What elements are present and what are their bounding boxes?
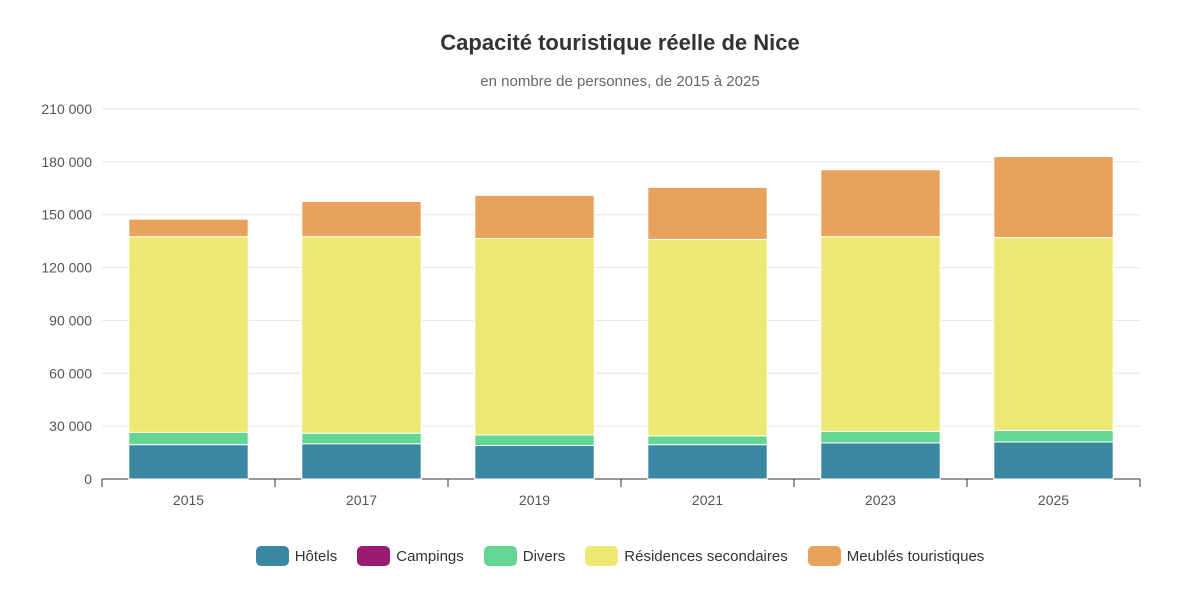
legend-item[interactable]: Résidences secondaires bbox=[585, 546, 788, 566]
bar-segment[interactable] bbox=[993, 441, 1114, 480]
x-tick-label: 2025 bbox=[1038, 492, 1069, 508]
bar-segment[interactable] bbox=[301, 201, 422, 238]
bar-segment[interactable] bbox=[647, 238, 768, 437]
legend-swatch bbox=[357, 546, 391, 566]
bar-segment[interactable] bbox=[128, 431, 249, 446]
bar-segment[interactable] bbox=[820, 169, 941, 238]
bar-segment[interactable] bbox=[474, 194, 595, 239]
x-tick-label: 2017 bbox=[346, 492, 377, 508]
y-tick-label: 180 000 bbox=[41, 154, 92, 170]
legend-item[interactable]: Hôtels bbox=[255, 546, 338, 566]
legend-item[interactable]: Divers bbox=[483, 546, 566, 566]
y-tick-label: 0 bbox=[84, 471, 92, 487]
bar-segment[interactable] bbox=[128, 218, 249, 238]
chart-legend: Hôtels Campings Divers Résidences secondair… bbox=[0, 546, 1200, 566]
legend-label: Résidences secondaires bbox=[624, 547, 788, 565]
bar-segment[interactable] bbox=[820, 236, 941, 432]
bar-segment[interactable] bbox=[301, 236, 422, 434]
bar-segment[interactable] bbox=[820, 442, 941, 480]
bar-segment[interactable] bbox=[301, 443, 422, 480]
legend-swatch bbox=[585, 546, 619, 566]
bar-segment[interactable] bbox=[993, 430, 1114, 443]
x-tick-label: 2015 bbox=[173, 492, 204, 508]
y-tick-label: 120 000 bbox=[41, 260, 92, 276]
bar-segment[interactable] bbox=[820, 430, 941, 444]
y-tick-label: 90 000 bbox=[49, 312, 92, 328]
x-tick-label: 2021 bbox=[692, 492, 723, 508]
x-tick-label: 2019 bbox=[519, 492, 550, 508]
legend-label: Meublés touristiques bbox=[846, 547, 985, 565]
y-tick-label: 30 000 bbox=[49, 418, 92, 434]
x-tick-label: 2023 bbox=[865, 492, 896, 508]
legend-item[interactable]: Meublés touristiques bbox=[807, 546, 985, 566]
chart-subtitle: en nombre de personnes, de 2015 à 2025 bbox=[480, 73, 760, 90]
legend-swatch bbox=[255, 546, 289, 566]
legend-swatch bbox=[483, 546, 517, 566]
chart-title: Capacité touristique réelle de Nice bbox=[440, 30, 800, 55]
bar-segment[interactable] bbox=[474, 434, 595, 447]
bar-segment[interactable] bbox=[647, 444, 768, 480]
bar-segment[interactable] bbox=[647, 186, 768, 240]
y-tick-label: 150 000 bbox=[41, 207, 92, 223]
y-tick-label: 210 000 bbox=[41, 101, 92, 117]
bar-segment[interactable] bbox=[647, 435, 768, 446]
legend-label: Campings bbox=[396, 547, 464, 565]
bar-segment[interactable] bbox=[301, 432, 422, 445]
legend-label: Hôtels bbox=[294, 547, 338, 565]
legend-swatch bbox=[807, 546, 841, 566]
bar-segment[interactable] bbox=[993, 156, 1114, 239]
bar-segment[interactable] bbox=[128, 236, 249, 433]
legend-item[interactable]: Campings bbox=[357, 546, 464, 566]
bar-segment[interactable] bbox=[993, 237, 1114, 432]
bar-segment[interactable] bbox=[128, 444, 249, 480]
legend-label: Divers bbox=[522, 547, 566, 565]
y-tick-label: 60 000 bbox=[49, 365, 92, 381]
bar-segment[interactable] bbox=[474, 238, 595, 436]
bar-segment[interactable] bbox=[474, 445, 595, 480]
